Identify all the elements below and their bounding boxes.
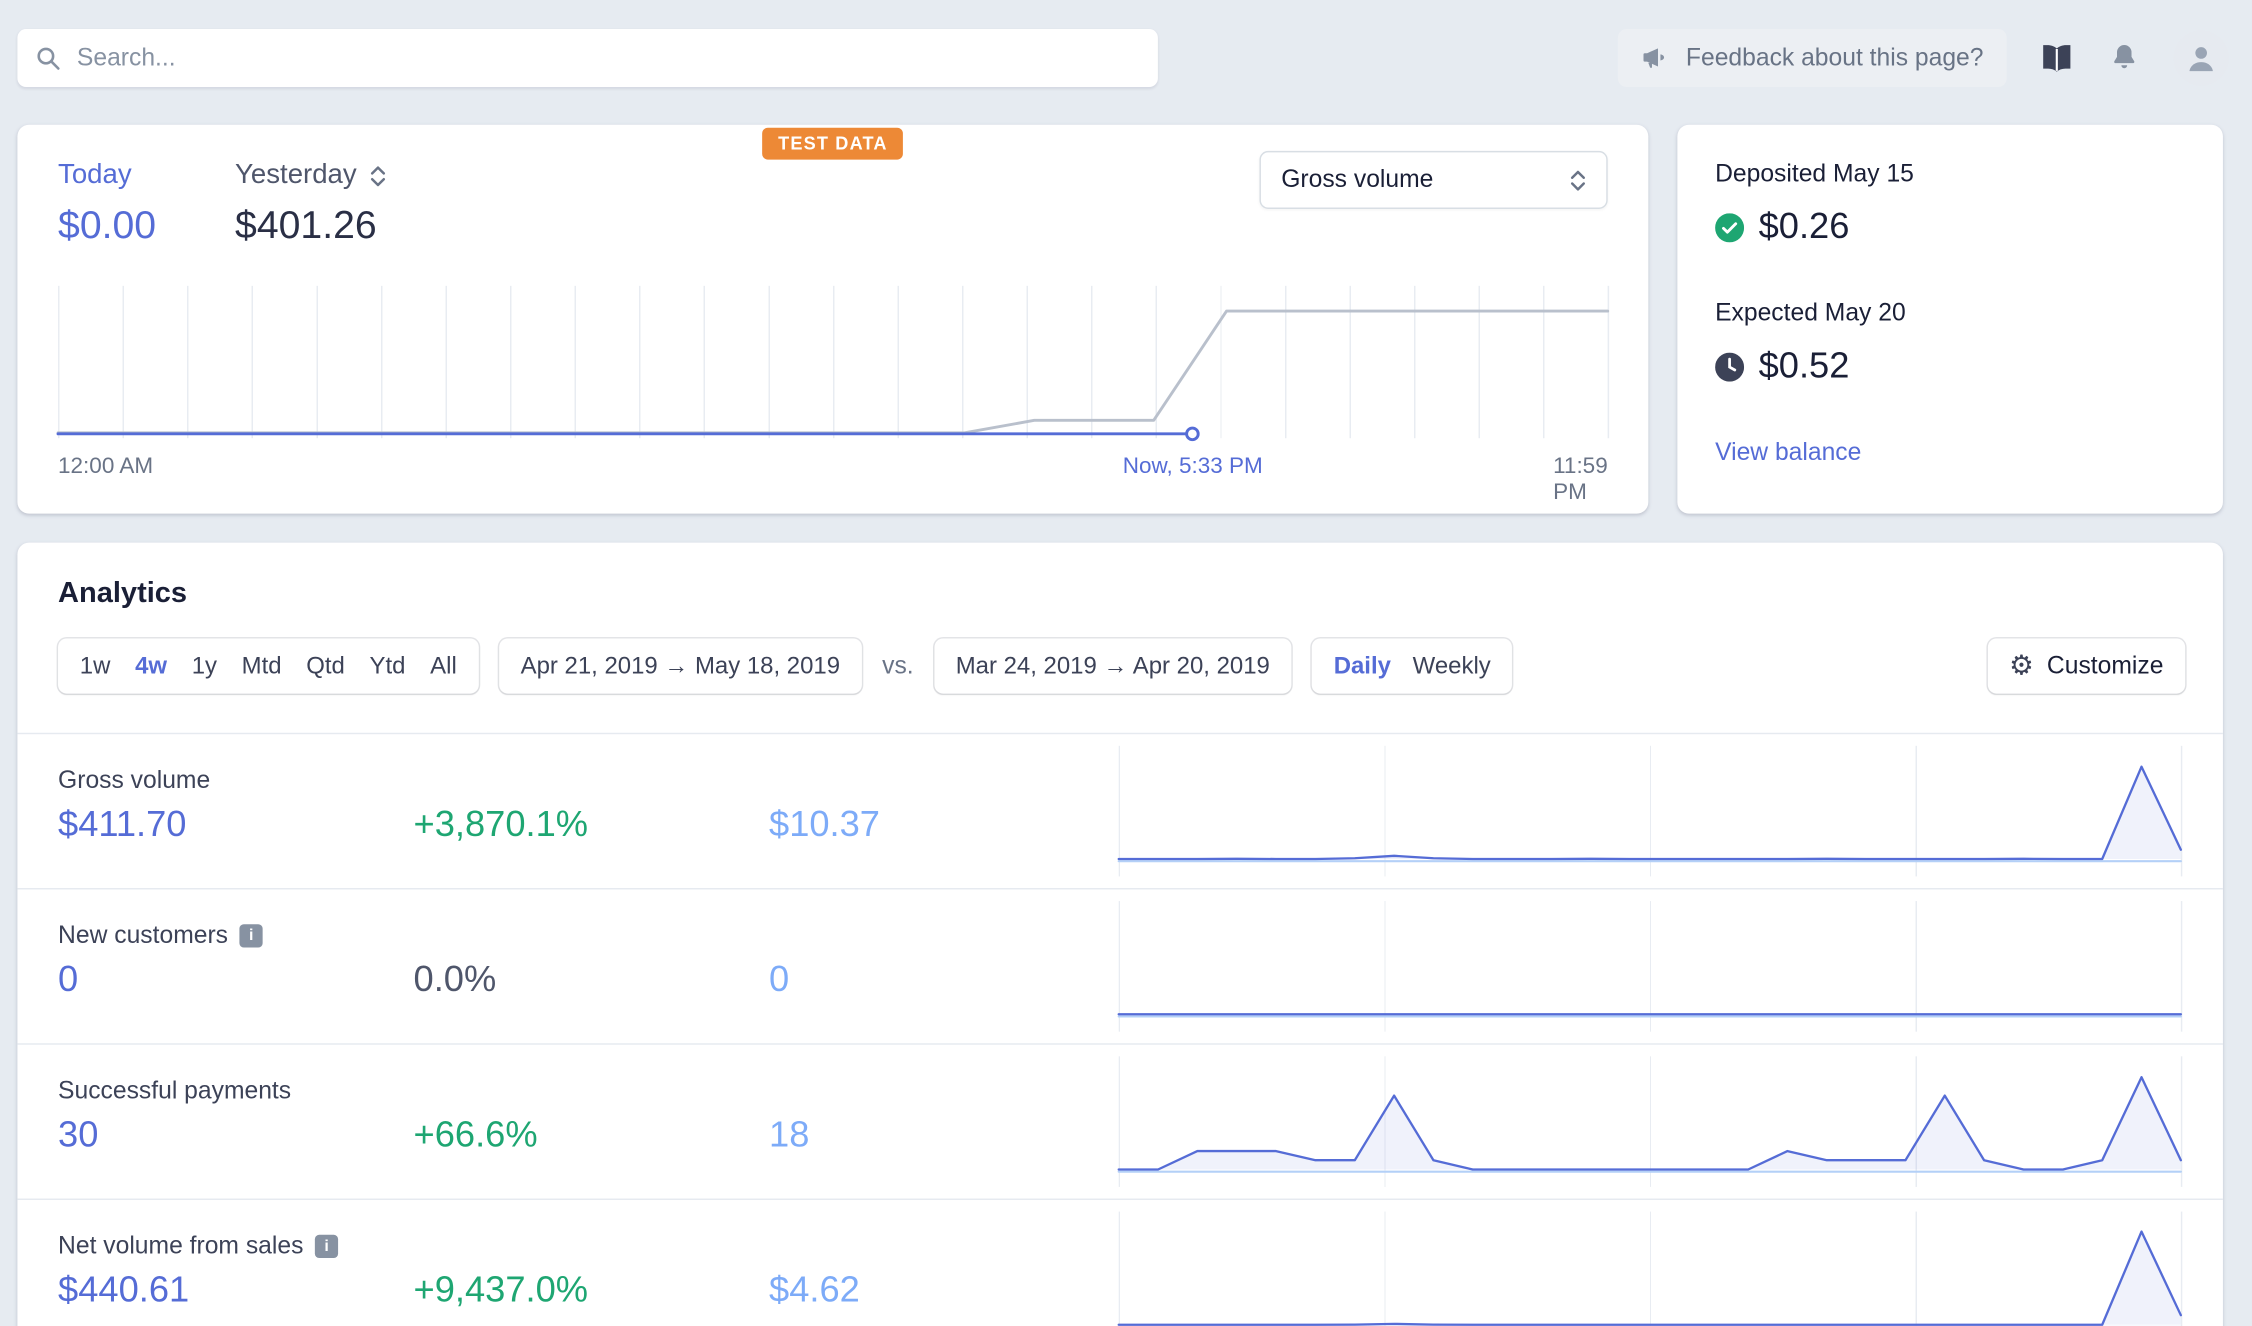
yesterday-label: Yesterday — [235, 159, 357, 191]
metric-label: Net volume from sales — [58, 1231, 304, 1260]
range-4w[interactable]: 4w — [135, 652, 168, 679]
metric-row-new-customers: New customers i 0 0.0% 0 — [17, 888, 2223, 1043]
expected-value: $0.52 — [1758, 345, 1850, 386]
check-circle-icon — [1715, 212, 1745, 242]
range-mtd[interactable]: Mtd — [241, 652, 282, 679]
metric-label: New customers — [58, 921, 229, 949]
metric-label: Gross volume — [58, 766, 211, 794]
range-1w[interactable]: 1w — [79, 652, 111, 679]
search-box[interactable] — [17, 29, 1158, 88]
compare-period-picker[interactable]: Mar 24, 2019 → Apr 20, 2019 — [933, 638, 1292, 694]
avatar[interactable] — [2173, 30, 2229, 86]
yesterday-tab[interactable]: Yesterday — [235, 160, 386, 192]
metric-select-value: Gross volume — [1281, 165, 1434, 193]
info-icon[interactable]: i — [315, 1234, 339, 1259]
range-picker: 1w 4w 1y Mtd Qtd Ytd All — [58, 638, 479, 694]
metric-sparkline — [1117, 1056, 2183, 1187]
overview-chart — [56, 285, 1610, 442]
granularity-daily[interactable]: Daily — [1333, 652, 1391, 679]
range-all[interactable]: All — [430, 652, 457, 679]
feedback-label: Feedback about this page? — [1685, 43, 1984, 72]
chevron-up-down-icon — [1570, 169, 1585, 190]
today-value: $0.00 — [58, 203, 157, 247]
metric-sparkline — [1117, 745, 2183, 877]
yesterday-value: $401.26 — [235, 203, 377, 247]
info-icon[interactable]: i — [239, 924, 263, 948]
axis-start-label: 12:00 AM — [58, 454, 154, 479]
view-balance-link[interactable]: View balance — [1715, 438, 1862, 466]
docs-button[interactable] — [2039, 40, 2075, 76]
search-input[interactable] — [74, 42, 1141, 75]
axis-end-label: 11:59 PM — [1553, 454, 1608, 505]
metric-row-gross-volume: Gross volume $411.70 +3,870.1% $10.37 — [17, 732, 2223, 888]
metric-value: $411.70 — [58, 803, 187, 845]
deposited-value: $0.26 — [1758, 206, 1850, 247]
granularity-weekly[interactable]: Weekly — [1412, 652, 1491, 679]
test-data-badge: TEST DATA — [762, 127, 904, 160]
granularity-toggle: Daily Weekly — [1311, 638, 1513, 694]
metric-row-successful-payments: Successful payments 30 +66.6% 18 — [17, 1043, 2223, 1198]
person-icon — [2189, 47, 2213, 72]
period-picker[interactable]: Apr 21, 2019 → May 18, 2019 — [498, 638, 862, 694]
notifications-button[interactable] — [2107, 41, 2142, 76]
range-qtd[interactable]: Qtd — [306, 652, 345, 679]
analytics-card: Analytics 1w 4w 1y Mtd Qtd Ytd All Apr 2… — [17, 542, 2223, 1326]
metric-label: Successful payments — [58, 1076, 292, 1105]
clock-icon — [1715, 351, 1745, 381]
metric-value: $440.61 — [58, 1269, 190, 1311]
range-ytd[interactable]: Ytd — [369, 652, 406, 679]
axis-now-label: Now, 5:33 PM — [1122, 454, 1263, 479]
metric-sparkline — [1117, 1211, 2183, 1326]
customize-button[interactable]: ⚙ Customize — [1987, 638, 2186, 694]
metric-value: 0 — [58, 959, 79, 1000]
expected-label: Expected May 20 — [1715, 298, 1906, 327]
metric-change: +3,870.1% — [413, 803, 589, 845]
bell-icon — [2114, 44, 2135, 69]
analytics-title: Analytics — [58, 577, 188, 610]
metric-compare-value: 18 — [769, 1114, 810, 1155]
balance-card: Deposited May 15 $0.26 Expected May 20 $… — [1677, 124, 2223, 514]
metric-row-net-volume: Net volume from sales i $440.61 +9,437.0%… — [17, 1198, 2223, 1326]
range-1y[interactable]: 1y — [191, 652, 217, 679]
search-icon — [37, 47, 60, 70]
metric-select[interactable]: Gross volume — [1259, 150, 1608, 209]
metric-compare-value: 0 — [769, 959, 790, 1000]
megaphone-icon — [1643, 48, 1664, 68]
overview-card: Today $0.00 Yesterday $401.26 Gross volu… — [17, 124, 1649, 514]
feedback-button[interactable]: Feedback about this page? — [1617, 29, 2007, 88]
metric-value: 30 — [58, 1114, 99, 1155]
vs-label: vs. — [882, 651, 914, 680]
deposited-label: Deposited May 15 — [1715, 159, 1914, 188]
analytics-controls: 1w 4w 1y Mtd Qtd Ytd All Apr 21, 2019 → … — [58, 638, 2186, 694]
metric-sparkline — [1117, 901, 2183, 1032]
metric-rows: Gross volume $411.70 +3,870.1% $10.37 Ne… — [17, 732, 2223, 1326]
metric-compare-value: $10.37 — [769, 803, 880, 845]
metric-change: 0.0% — [413, 959, 497, 1000]
book-icon — [2043, 44, 2071, 71]
metric-change: +9,437.0% — [413, 1269, 589, 1311]
today-tab[interactable]: Today — [58, 159, 132, 191]
sorter-icon[interactable] — [370, 163, 386, 188]
gear-icon: ⚙ — [2009, 650, 2034, 682]
metric-compare-value: $4.62 — [769, 1269, 860, 1311]
metric-change: +66.6% — [413, 1114, 538, 1155]
customize-label: Customize — [2046, 651, 2164, 680]
